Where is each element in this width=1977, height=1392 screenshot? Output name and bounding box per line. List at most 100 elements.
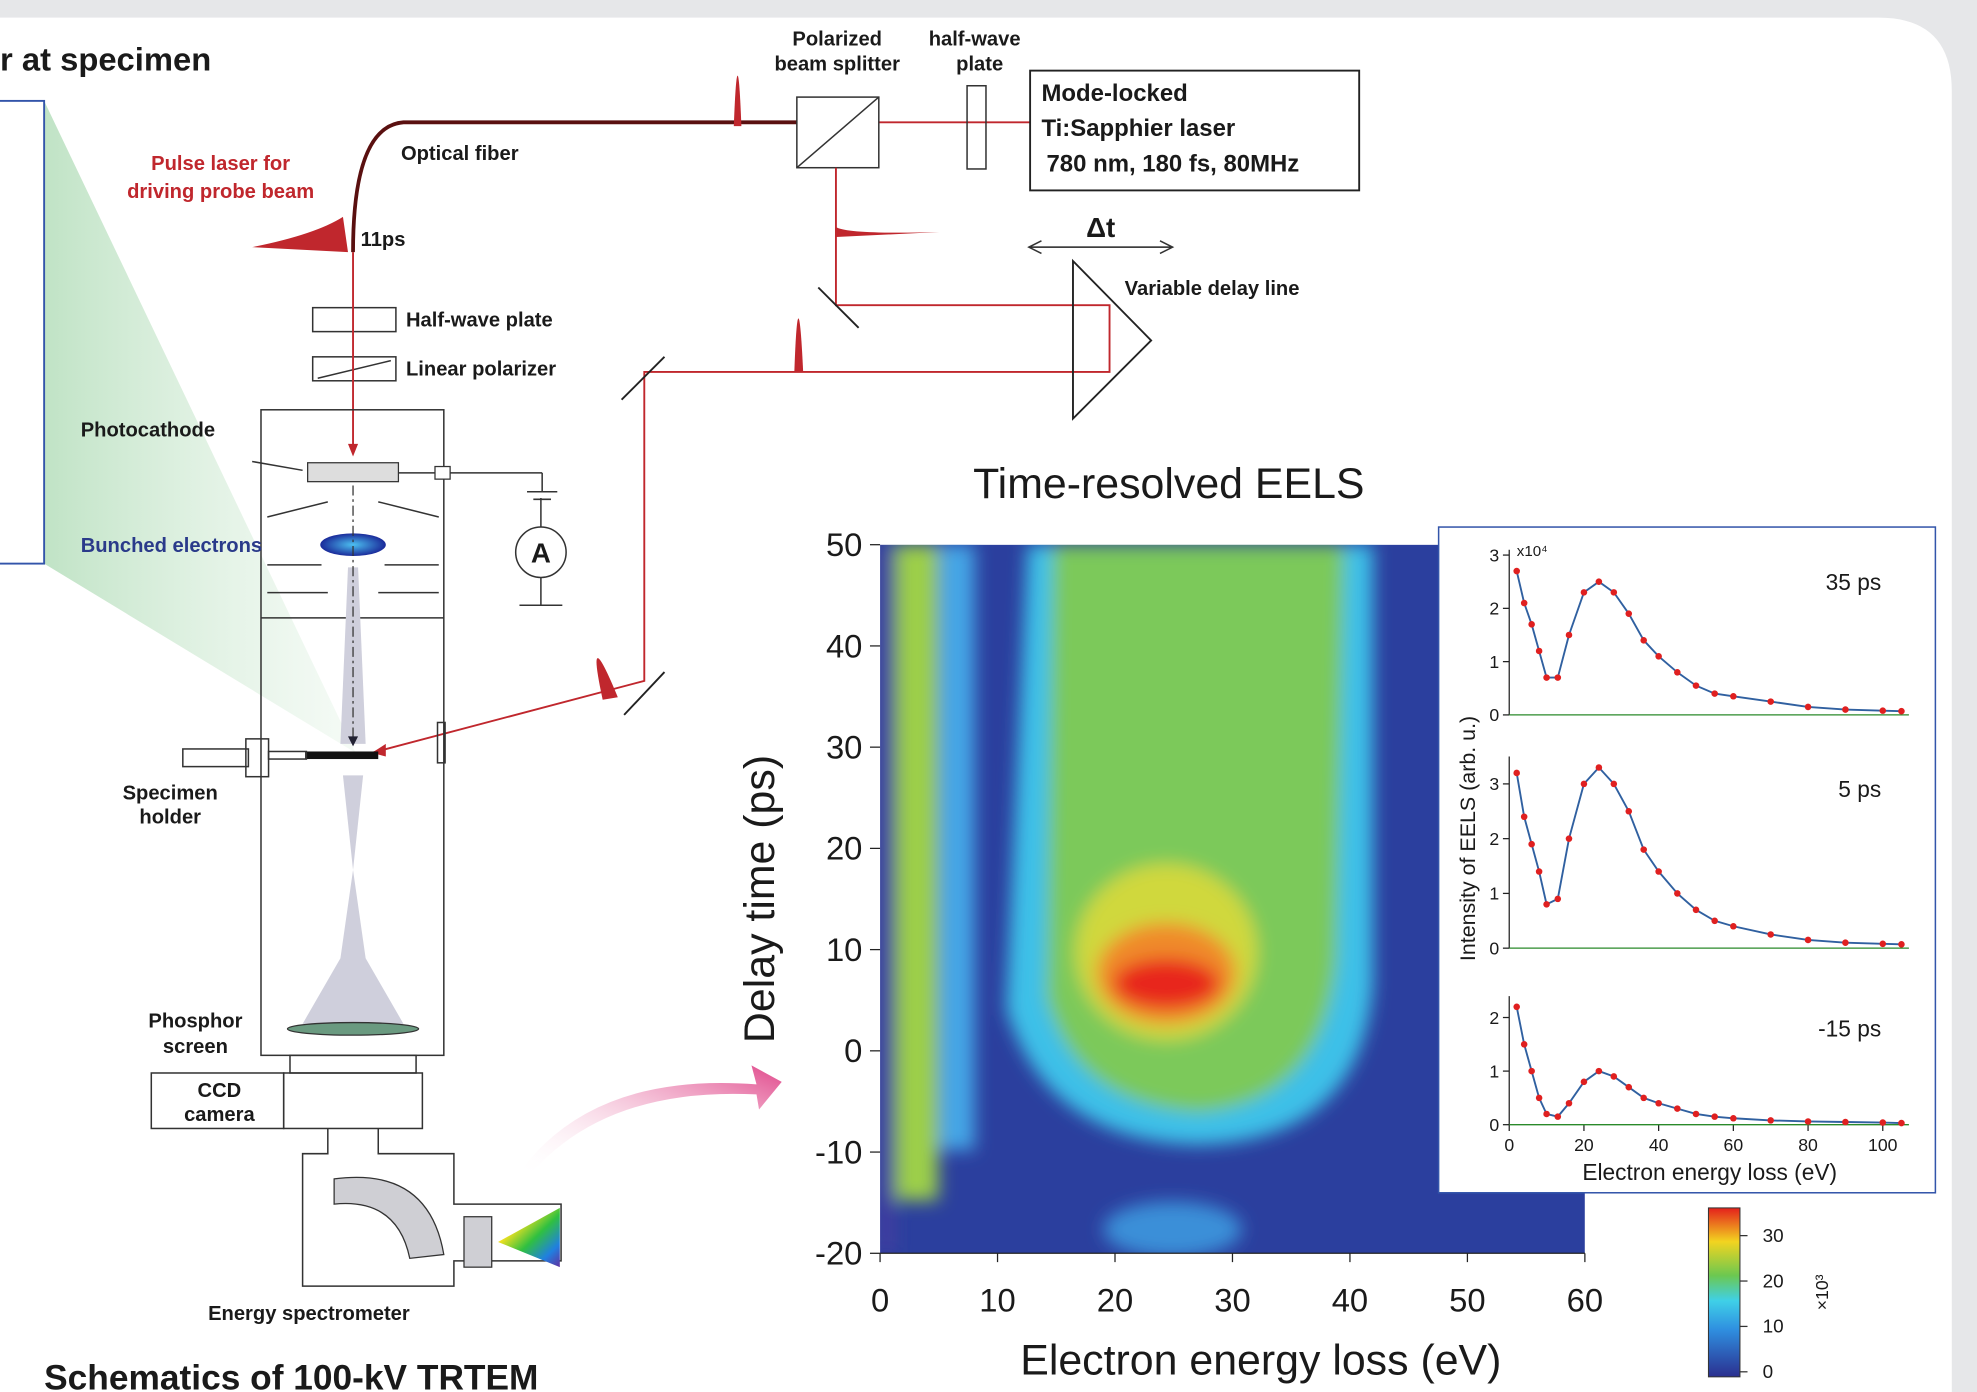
data-point	[1528, 621, 1535, 628]
inset-x-tick-label: 0	[1504, 1135, 1514, 1155]
data-point	[1692, 682, 1700, 689]
data-point	[1692, 1110, 1700, 1118]
data-point	[1711, 690, 1718, 697]
data-point	[1674, 890, 1681, 897]
label: Ti:Sapphier laser	[1041, 115, 1235, 142]
fit-line	[1515, 570, 1902, 713]
data-point	[1804, 703, 1812, 711]
data-point	[1520, 1041, 1528, 1048]
label: Polarized	[792, 28, 882, 50]
data-point	[1543, 901, 1550, 908]
x-tick-label: 0	[871, 1281, 889, 1318]
data-point	[1640, 1094, 1647, 1102]
zoom-box	[0, 99, 46, 565]
data-point	[1610, 1073, 1618, 1080]
inset-y-tick-label: 3	[1489, 545, 1499, 565]
data-point	[1879, 1119, 1887, 1126]
inset-box	[1437, 526, 1937, 1194]
arrow	[519, 1065, 782, 1176]
panel-label: 35 ps	[1826, 569, 1882, 595]
y-tick-label: 40	[826, 627, 862, 664]
data-point	[1655, 1099, 1662, 1107]
data-point	[1730, 692, 1737, 700]
data-point	[1879, 707, 1887, 714]
label: beam splitter	[774, 54, 900, 76]
data-point	[1565, 631, 1573, 639]
label: Variable delay line	[1125, 278, 1300, 300]
inset-y-tick-label: 1	[1489, 1061, 1499, 1081]
data-point	[1767, 698, 1774, 705]
label: Phosphor	[148, 1011, 242, 1033]
panel-label: 5 ps	[1838, 776, 1881, 802]
colorbar-tick-label: 10	[1763, 1317, 1784, 1338]
x-tick-label: 10	[979, 1281, 1015, 1318]
colorbar-unit: ×10³	[1812, 1274, 1832, 1310]
data-point	[1625, 807, 1633, 815]
data-point	[1595, 578, 1603, 585]
inset-scale: x10⁴	[1517, 543, 1548, 560]
data-point	[1640, 637, 1647, 644]
data-point	[1554, 1113, 1562, 1120]
data-point	[1513, 769, 1520, 777]
x-tick-label: 50	[1449, 1281, 1485, 1318]
data-point	[1674, 669, 1681, 676]
y-tick-label: -10	[815, 1133, 862, 1170]
label: Pulse laser for	[151, 153, 290, 175]
fit-line	[1515, 1006, 1902, 1125]
x-tick-label: 30	[1214, 1281, 1250, 1318]
label: Energy spectrometer	[208, 1303, 410, 1325]
inset-ylabel: Intensity of EELS (arb. u.)	[1456, 716, 1480, 961]
inset-xlabel: Electron energy loss (eV)	[1582, 1159, 1837, 1185]
inset-x-tick-label: 40	[1649, 1135, 1669, 1155]
label: plate	[956, 54, 1003, 76]
label: driving probe beam	[127, 181, 314, 203]
data-point	[1580, 1078, 1588, 1086]
inset-y-tick-label: 3	[1489, 774, 1499, 794]
data-point	[1535, 1094, 1543, 1102]
schematic-title: Schematics of 100-kV TRTEM	[44, 1358, 538, 1392]
data-point	[1711, 1113, 1718, 1120]
data-point	[1655, 653, 1662, 660]
data-point	[1767, 1117, 1774, 1124]
label: CCD	[198, 1080, 242, 1102]
label: 11ps	[361, 229, 406, 251]
inset-y-tick-label: 2	[1489, 829, 1499, 849]
data-point	[1640, 846, 1647, 853]
data-point	[1767, 931, 1774, 938]
data-point	[1842, 939, 1849, 946]
label: Specimen	[123, 782, 218, 804]
label: camera	[184, 1104, 255, 1126]
data-point	[1595, 764, 1603, 771]
label: Optical fiber	[401, 143, 519, 165]
data-point	[1625, 610, 1633, 617]
label: A	[531, 537, 551, 568]
panel-label: -15 ps	[1818, 1015, 1881, 1041]
data-point	[1513, 1003, 1520, 1011]
label: Bunched electrons	[81, 535, 262, 557]
data-point	[1520, 813, 1528, 821]
label: Half-wave plate	[406, 310, 553, 332]
data-point	[1730, 922, 1737, 930]
data-point	[1513, 567, 1520, 575]
inset-x-tick-label: 80	[1798, 1135, 1818, 1155]
data-point	[1528, 840, 1535, 848]
data-point	[1535, 647, 1543, 655]
inset-y-tick-label: 0	[1489, 1115, 1499, 1135]
data-point	[1543, 674, 1550, 681]
y-tick-label: 50	[826, 526, 862, 563]
data-point	[1554, 674, 1562, 681]
data-point	[1674, 1105, 1681, 1112]
data-point	[1595, 1067, 1603, 1075]
data-point	[1842, 1118, 1849, 1126]
inset-y-tick-label: 1	[1489, 652, 1499, 672]
map-xlabel: Electron energy loss (eV)	[1020, 1336, 1501, 1384]
inset-y-tick-label: 1	[1489, 884, 1499, 904]
data-point	[1610, 589, 1618, 596]
colorbar	[1707, 1207, 1741, 1378]
data-point	[1610, 780, 1618, 788]
inset-x-tick-label: 60	[1724, 1135, 1744, 1155]
data-point	[1535, 868, 1543, 875]
label: Photocathode	[81, 419, 215, 441]
inset-y-tick-label: 0	[1489, 938, 1499, 958]
